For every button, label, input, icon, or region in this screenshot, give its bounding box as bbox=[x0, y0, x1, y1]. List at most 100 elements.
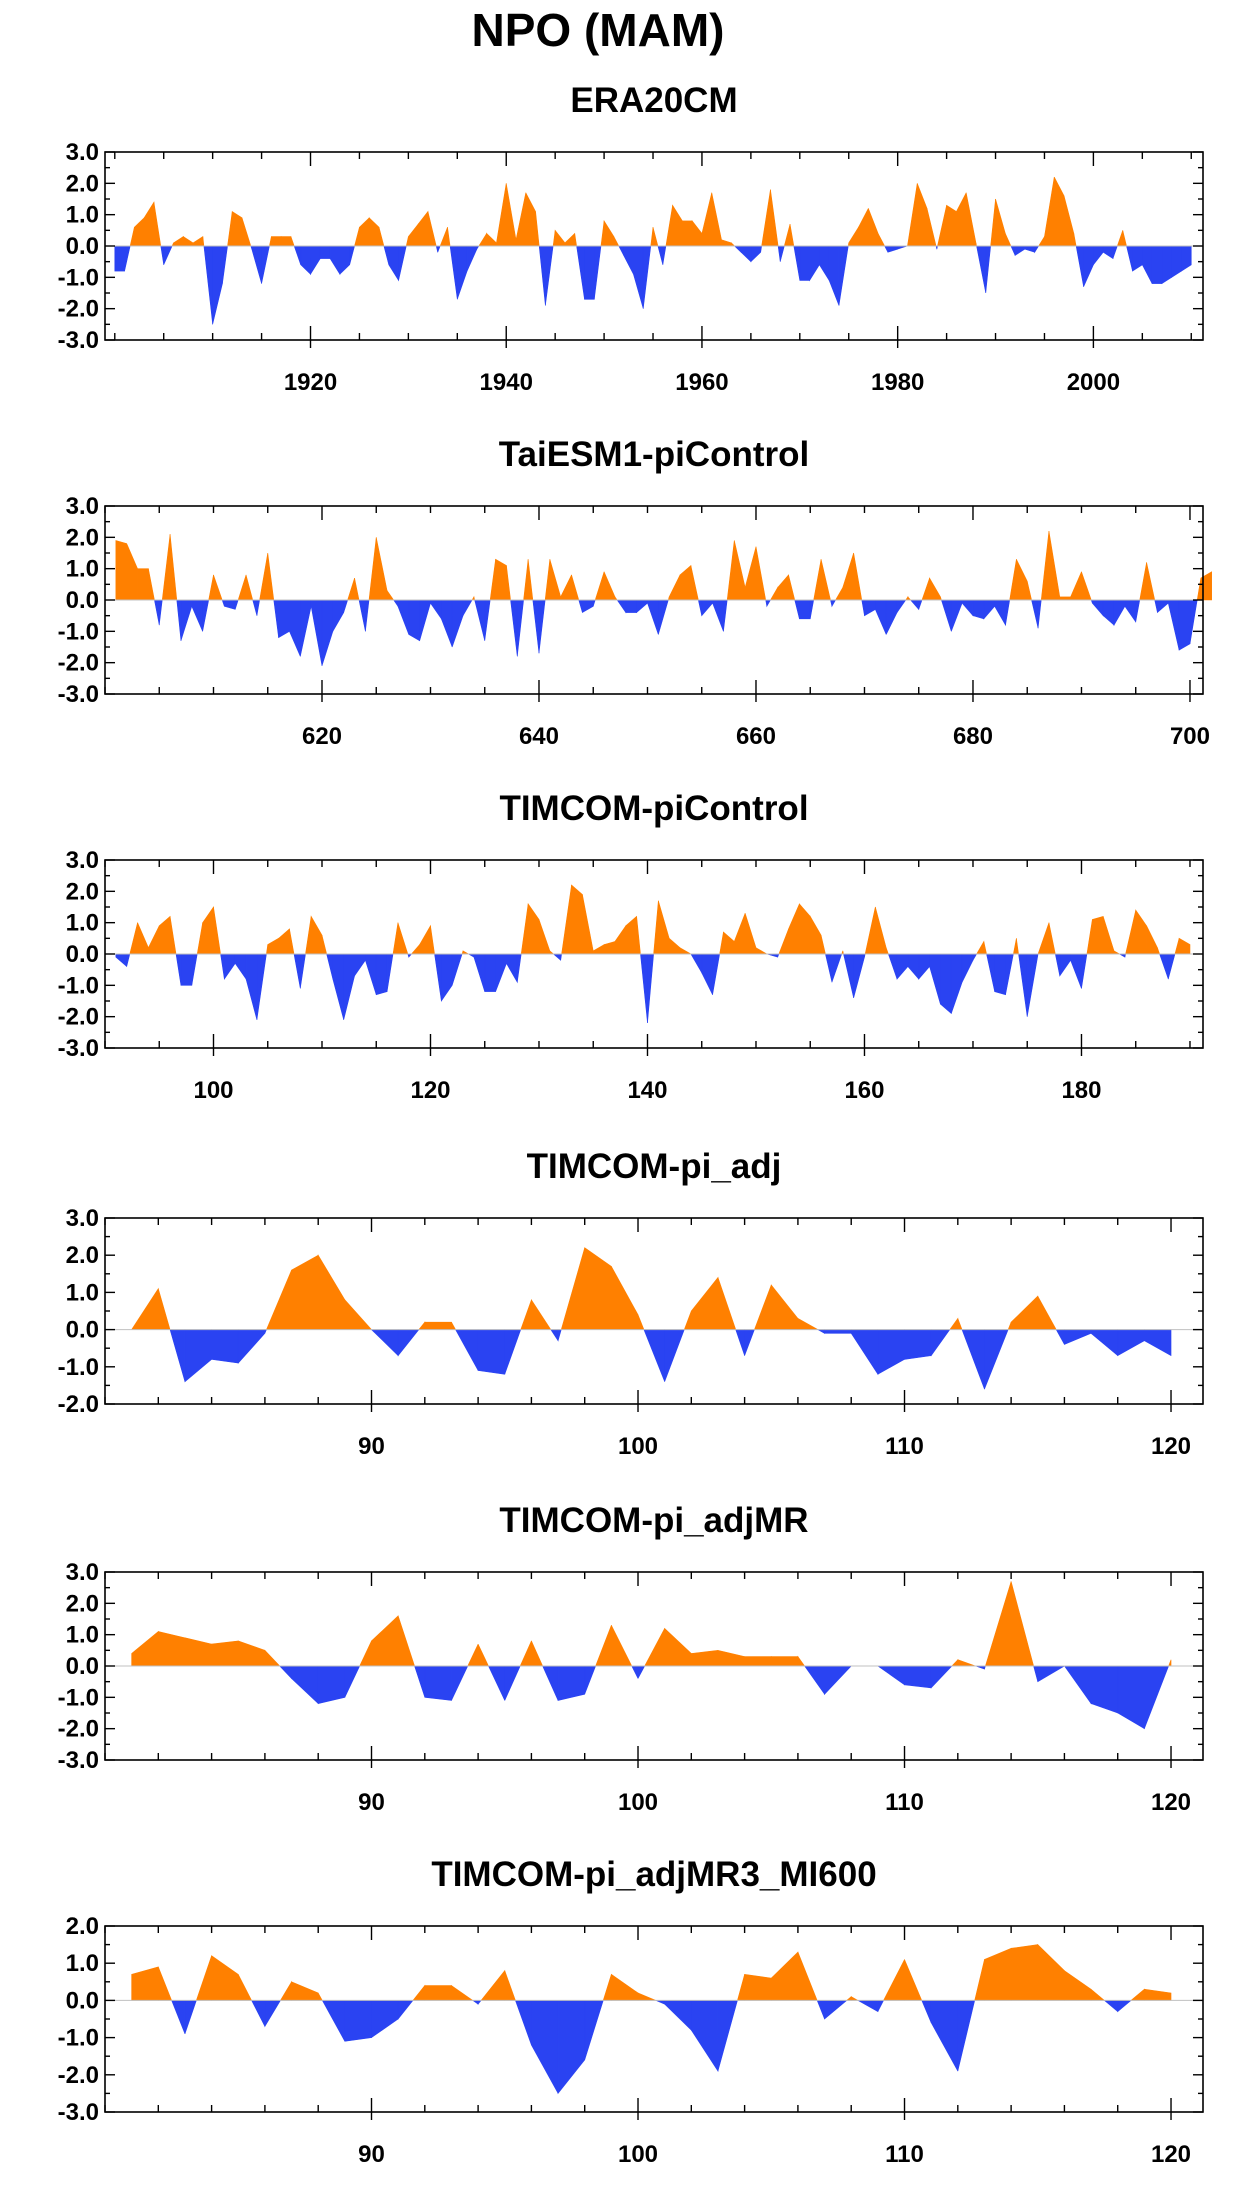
negative-area bbox=[441, 599, 453, 648]
positive-area bbox=[916, 183, 928, 247]
positive-area bbox=[1135, 909, 1147, 955]
negative-area bbox=[909, 599, 920, 611]
negative-area bbox=[824, 1665, 852, 1695]
positive-area bbox=[134, 217, 145, 247]
ytick-label: -1.0 bbox=[58, 972, 99, 999]
negative-area bbox=[343, 599, 349, 613]
positive-area bbox=[842, 552, 854, 601]
positive-area bbox=[227, 211, 233, 247]
negative-area bbox=[289, 599, 301, 657]
negative-area bbox=[261, 245, 270, 284]
negative-area bbox=[1113, 599, 1126, 627]
xtick-label: 1940 bbox=[480, 369, 533, 396]
negative-area bbox=[191, 599, 203, 632]
positive-area bbox=[652, 227, 659, 247]
negative-area bbox=[712, 599, 724, 632]
positive-area bbox=[921, 577, 930, 601]
ytick-label: 2.0 bbox=[66, 1590, 99, 1617]
negative-area bbox=[211, 1329, 239, 1364]
positive-area bbox=[129, 922, 138, 955]
negative-area bbox=[1064, 1329, 1092, 1345]
positive-area bbox=[753, 1284, 772, 1330]
positive-area bbox=[279, 1980, 292, 2001]
positive-area bbox=[143, 201, 155, 247]
negative-area bbox=[365, 953, 377, 995]
negative-area bbox=[220, 953, 225, 980]
negative-area bbox=[1081, 953, 1088, 989]
ytick-label: -2.0 bbox=[58, 1716, 99, 1743]
negative-area bbox=[961, 1329, 985, 1390]
negative-area bbox=[1055, 1329, 1065, 1345]
negative-area bbox=[972, 599, 985, 620]
xtick-label: 100 bbox=[618, 2141, 658, 2168]
positive-area bbox=[1005, 233, 1012, 247]
negative-area bbox=[1033, 1665, 1039, 1682]
positive-area bbox=[650, 227, 654, 247]
ytick-label: -3.0 bbox=[58, 2099, 99, 2126]
positive-area bbox=[115, 540, 127, 601]
positive-area bbox=[1125, 910, 1137, 955]
negative-area bbox=[957, 2000, 976, 2072]
negative-area bbox=[825, 953, 833, 983]
panel-title: TIMCOM-pi_adjMR bbox=[499, 1501, 808, 1540]
negative-area bbox=[456, 245, 468, 300]
positive-area bbox=[571, 884, 583, 955]
negative-area bbox=[799, 245, 810, 281]
negative-area bbox=[1117, 1665, 1145, 1730]
positive-area bbox=[182, 236, 194, 247]
xtick-label: 640 bbox=[519, 723, 559, 750]
positive-area bbox=[744, 913, 757, 955]
negative-area bbox=[1070, 953, 1082, 989]
positive-area bbox=[744, 1656, 772, 1667]
positive-area bbox=[721, 239, 732, 247]
positive-area bbox=[744, 546, 757, 601]
negative-area bbox=[332, 953, 345, 1020]
positive-area bbox=[531, 1298, 552, 1330]
positive-area bbox=[1174, 938, 1180, 955]
positive-area bbox=[531, 1640, 544, 1667]
ytick-label: 0.0 bbox=[66, 1317, 99, 1344]
negative-area bbox=[824, 2000, 848, 2020]
positive-area bbox=[582, 894, 594, 955]
positive-area bbox=[770, 189, 779, 247]
positive-area bbox=[496, 183, 507, 247]
negative-area bbox=[1014, 245, 1026, 256]
xtick-label: 1920 bbox=[284, 369, 337, 396]
positive-area bbox=[241, 217, 252, 247]
negative-area bbox=[984, 1329, 1009, 1390]
positive-area bbox=[544, 559, 551, 601]
negative-area bbox=[1103, 2000, 1119, 2013]
negative-area bbox=[550, 1329, 559, 1342]
positive-area bbox=[636, 916, 641, 955]
negative-area bbox=[640, 953, 648, 1023]
positive-area bbox=[777, 574, 789, 601]
negative-area bbox=[576, 245, 585, 300]
positive-area bbox=[723, 931, 735, 955]
positive-area bbox=[1016, 559, 1028, 601]
negative-area bbox=[184, 2000, 197, 2034]
negative-area bbox=[1151, 245, 1163, 284]
positive-area bbox=[173, 236, 184, 247]
negative-area bbox=[584, 1665, 597, 1695]
positive-area bbox=[131, 1966, 159, 2001]
negative-area bbox=[887, 953, 898, 980]
negative-area bbox=[510, 599, 518, 657]
negative-area bbox=[397, 2000, 414, 2020]
negative-area bbox=[1144, 1329, 1172, 1357]
negative-area bbox=[643, 1329, 665, 1382]
positive-area bbox=[1092, 916, 1104, 955]
negative-area bbox=[1005, 599, 1011, 626]
positive-area bbox=[386, 589, 395, 601]
positive-area bbox=[672, 204, 683, 247]
negative-area bbox=[532, 599, 540, 654]
negative-area bbox=[175, 953, 182, 986]
negative-area bbox=[1112, 245, 1118, 259]
negative-area bbox=[299, 599, 312, 657]
positive-area bbox=[527, 902, 540, 955]
positive-area bbox=[864, 906, 876, 955]
positive-area bbox=[595, 1625, 612, 1667]
negative-area bbox=[623, 245, 634, 275]
positive-area bbox=[310, 915, 323, 955]
negative-area bbox=[735, 1329, 745, 1356]
